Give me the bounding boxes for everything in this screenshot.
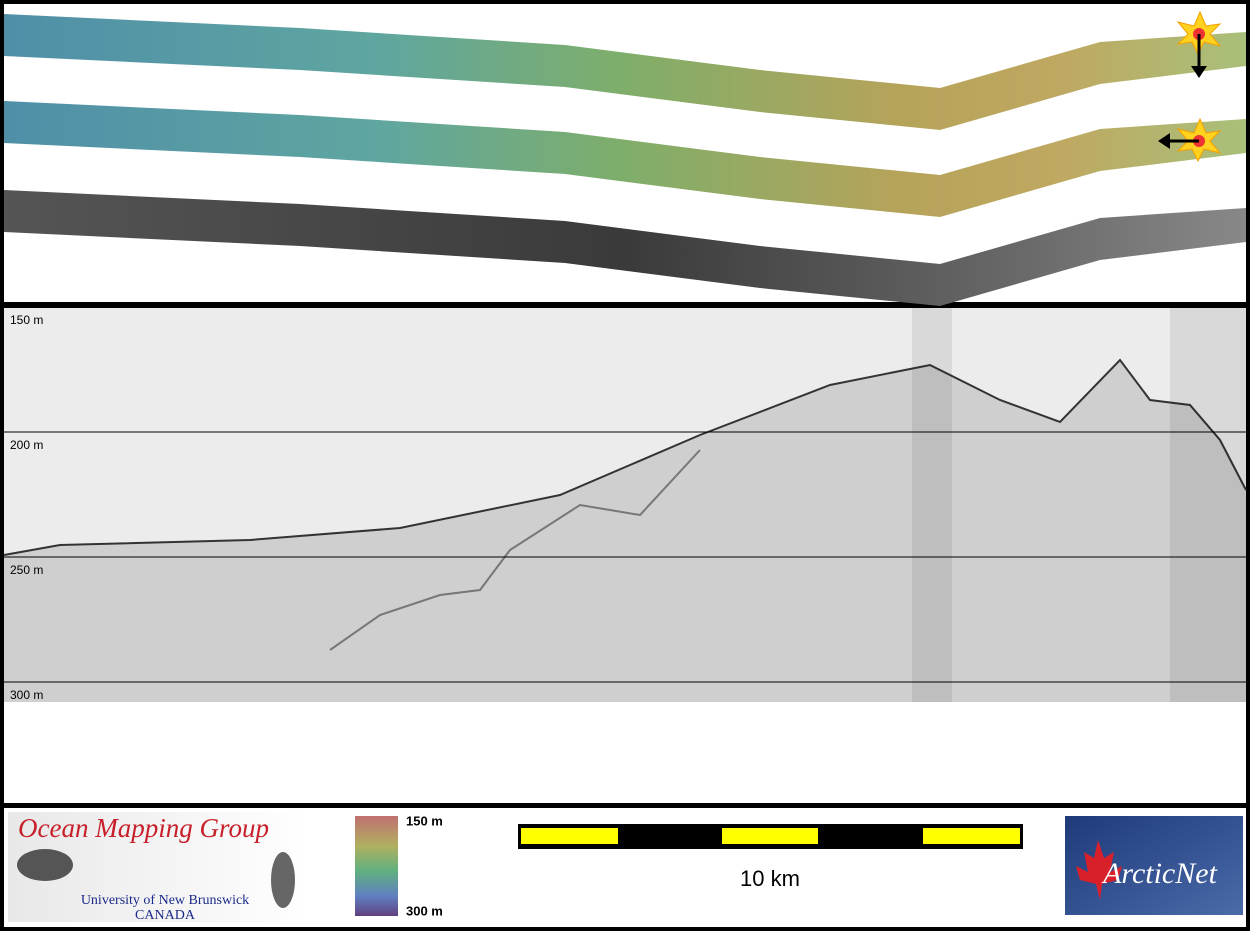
scale-segment — [521, 828, 618, 844]
scale-segment — [722, 828, 818, 844]
logo-university: University of New Brunswick — [81, 893, 249, 908]
logo-graphic — [17, 849, 73, 881]
logo-title: Ocean Mapping Group — [18, 813, 269, 843]
noise-band — [1170, 308, 1246, 702]
swath — [4, 14, 1246, 130]
scale-segment — [923, 828, 1020, 844]
depth-axis: 150 m 200 m 250 m 300 m — [4, 313, 1246, 702]
subsurface-reflector — [329, 449, 701, 651]
depth-label: 250 m — [10, 563, 43, 577]
logo-country: CANADA — [135, 908, 196, 923]
scale-label: 10 km — [740, 866, 800, 891]
depth-label: 200 m — [10, 438, 43, 452]
sediment — [4, 360, 1246, 702]
depth-label: 300 m — [10, 688, 43, 702]
maple-leaf — [1076, 840, 1122, 900]
seabed — [3, 358, 1247, 556]
direction-markers — [1158, 10, 1222, 163]
depth-label: 150 m — [10, 313, 43, 327]
colorbar-bottom-label: 300 m — [406, 903, 443, 918]
colorbar-top-label: 150 m — [406, 813, 443, 828]
colorbar — [355, 816, 398, 916]
noise-band — [912, 308, 952, 702]
logo-graphic — [271, 852, 295, 908]
arcticnet-label: ArcticNet — [1101, 857, 1218, 890]
swaths — [4, 14, 1246, 306]
swath — [4, 190, 1246, 306]
swath — [4, 101, 1246, 217]
